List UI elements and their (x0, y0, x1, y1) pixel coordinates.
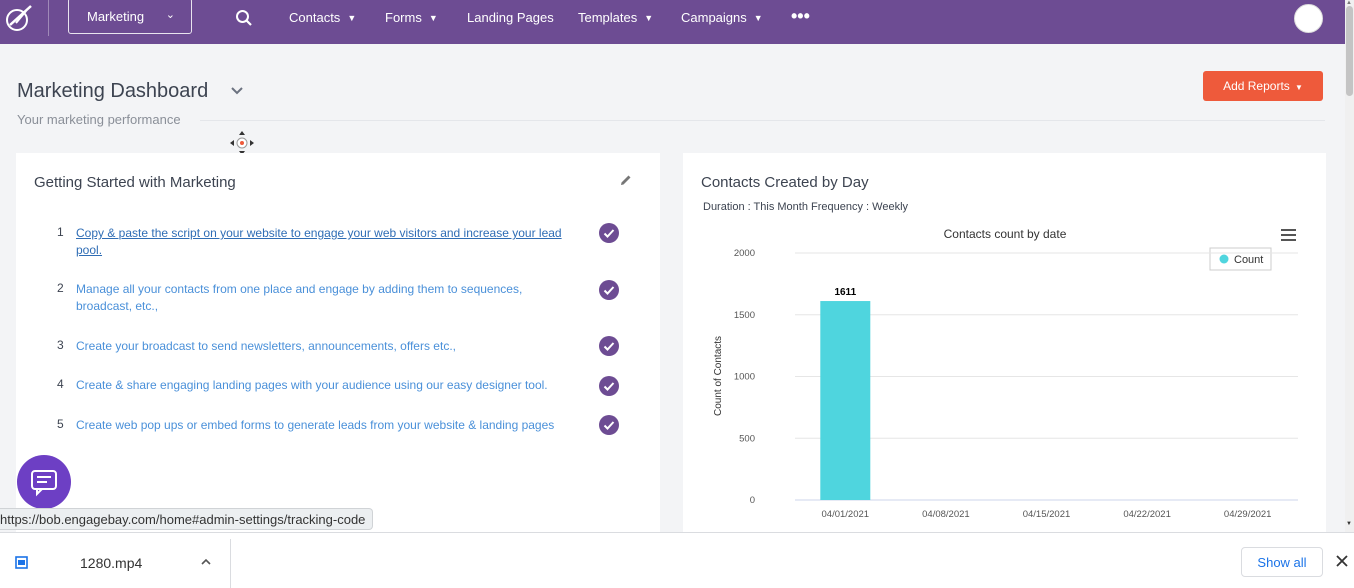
legend-marker (1219, 254, 1229, 264)
top-navbar: Marketing ⌄ Contacts ▼ Forms ▼ Landing Pag… (0, 0, 1345, 44)
getting-started-card: Getting Started with Marketing 1 Copy & … (16, 153, 660, 532)
task-number: 5 (57, 417, 64, 431)
scroll-up-icon[interactable]: ▲ (1346, 0, 1352, 6)
task-number: 1 (57, 225, 64, 239)
app-selector-dropdown[interactable]: Marketing ⌄ (68, 0, 192, 34)
move-cursor-icon (230, 131, 254, 155)
app-selector-label: Marketing (87, 9, 145, 24)
more-menu-icon[interactable]: ••• (791, 6, 810, 26)
show-all-button[interactable]: Show all (1241, 547, 1323, 577)
pencil-edit-icon[interactable] (619, 173, 633, 187)
contacts-bar-chart: Contacts count by date Count Count of Co… (713, 227, 1298, 520)
y-axis-label: Count of Contacts (713, 336, 724, 416)
task-link[interactable]: Manage all your contacts from one place … (76, 282, 523, 313)
header-divider (200, 120, 1325, 121)
chevron-down-icon: ▼ (644, 13, 654, 23)
engagebay-logo-icon[interactable] (4, 3, 34, 33)
chat-widget-button[interactable] (17, 455, 71, 509)
page-title: Marketing Dashboard (17, 80, 209, 102)
check-circle-icon (599, 280, 619, 300)
chat-icon (31, 470, 57, 497)
scrollbar-thumb[interactable] (1346, 6, 1353, 96)
chevron-down-icon: ⌄ (165, 9, 175, 21)
dashboard-chevron-down-icon[interactable] (230, 86, 244, 96)
task-number: 4 (57, 377, 64, 391)
x-tick-label: 04/01/2021 (822, 509, 870, 520)
search-icon[interactable] (235, 9, 253, 27)
download-bar: 1280.mp4 Show all (0, 532, 1354, 588)
task-link[interactable]: Copy & paste the script on your website … (76, 226, 562, 257)
add-reports-button[interactable]: Add Reports ▼ (1203, 71, 1323, 101)
status-bar-url: https://bob.engagebay.com/home#admin-set… (0, 508, 374, 530)
y-tick-label: 1500 (734, 310, 755, 321)
y-tick-label: 1000 (734, 372, 755, 383)
x-tick-label: 04/29/2021 (1224, 509, 1272, 520)
task-link[interactable]: Create web pop ups or embed forms to gen… (76, 418, 555, 432)
x-tick-label: 04/15/2021 (1023, 509, 1071, 520)
nav-forms[interactable]: Forms ▼ (385, 10, 438, 25)
task-number: 2 (57, 281, 64, 295)
getting-started-title: Getting Started with Marketing (34, 174, 236, 191)
caret-down-icon: ▼ (1292, 83, 1303, 92)
y-tick-label: 0 (750, 495, 755, 506)
page-scrollbar[interactable]: ▲ ▼ (1345, 0, 1354, 532)
check-circle-icon (599, 376, 619, 396)
x-tick-label: 04/22/2021 (1123, 509, 1171, 520)
chevron-down-icon: ▼ (428, 13, 438, 23)
bar-data-label: 1611 (834, 287, 856, 298)
task-number: 3 (57, 338, 64, 352)
download-divider (230, 539, 231, 588)
chevron-up-icon[interactable] (200, 557, 212, 567)
duration-label: Duration : This Month Frequency : Weekly (703, 201, 909, 213)
nav-templates[interactable]: Templates ▼ (578, 10, 654, 25)
chart-legend[interactable]: Count (1209, 247, 1272, 271)
check-circle-icon (599, 223, 619, 243)
chevron-down-icon: ▼ (347, 13, 357, 23)
contacts-created-card: Contacts Created by Day Duration : This … (683, 153, 1326, 532)
contacts-card-title: Contacts Created by Day (701, 174, 869, 191)
check-circle-icon (599, 336, 619, 356)
y-tick-label: 2000 (734, 248, 755, 259)
page-subtitle: Your marketing performance (17, 112, 181, 127)
chevron-down-icon: ▼ (753, 13, 763, 23)
download-filename[interactable]: 1280.mp4 (80, 555, 143, 571)
nav-campaigns[interactable]: Campaigns ▼ (681, 10, 763, 25)
x-tick-label: 04/08/2021 (922, 509, 970, 520)
check-circle-icon (599, 415, 619, 435)
scroll-down-icon[interactable]: ▼ (1346, 521, 1352, 527)
video-file-icon (15, 556, 28, 569)
chart-bar[interactable] (820, 301, 871, 500)
chart-title: Contacts count by date (944, 227, 1067, 241)
add-reports-label: Add Reports (1223, 79, 1290, 93)
user-avatar[interactable] (1294, 4, 1323, 33)
task-link[interactable]: Create & share engaging landing pages wi… (76, 378, 548, 392)
chart-menu-icon[interactable] (1281, 229, 1296, 241)
nav-landing-pages[interactable]: Landing Pages (467, 10, 554, 25)
legend-label: Count (1234, 254, 1263, 266)
close-icon[interactable] (1335, 554, 1349, 568)
task-link[interactable]: Create your broadcast to send newsletter… (76, 339, 456, 353)
nav-contacts[interactable]: Contacts ▼ (289, 10, 357, 25)
y-tick-label: 500 (739, 433, 755, 444)
logo-divider (48, 0, 49, 36)
